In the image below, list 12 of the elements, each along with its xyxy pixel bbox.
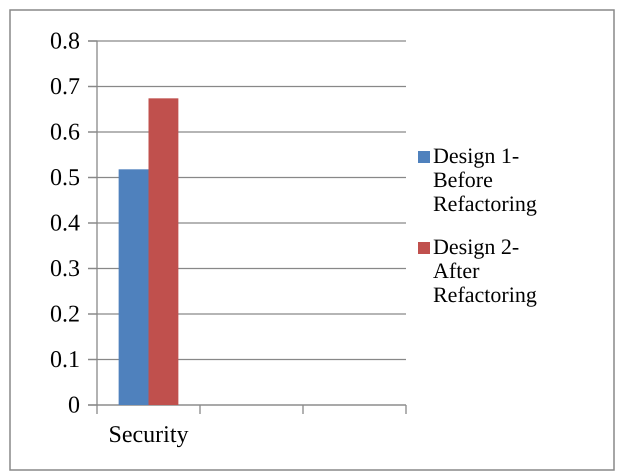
legend-label: Design 1-Before Refactoring: [433, 143, 537, 216]
y-tick-label: 0.1: [50, 347, 80, 374]
y-tick-label: 0.4: [50, 210, 80, 237]
x-tick-label: Security: [108, 422, 188, 448]
y-tick-label: 0.2: [50, 302, 80, 328]
y-tick-label: 0.3: [50, 256, 80, 282]
y-tick-label: 0.7: [50, 74, 80, 100]
y-tick-label: 0: [68, 392, 80, 419]
y-tick-label: 0.5: [50, 165, 80, 192]
y-tick-label: 0.6: [50, 120, 80, 146]
y-tick-label: 0.8: [50, 28, 80, 55]
legend-label: Design 2-After Refactoring: [433, 234, 537, 307]
